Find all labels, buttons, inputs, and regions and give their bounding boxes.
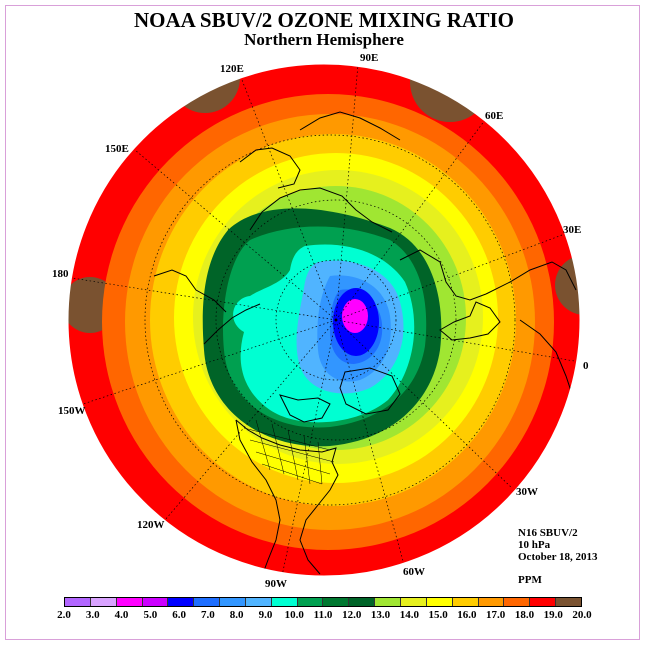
coastline-siberia: [249, 187, 393, 233]
colorbar-tick-label: 15.0: [428, 609, 448, 621]
colorbar-tick-label: 8.0: [229, 609, 244, 621]
lon-label-120e: 120E: [220, 63, 244, 75]
coastline-central-asia: [299, 111, 401, 141]
lon-label-90e: 90E: [360, 52, 379, 64]
colorbar-cell: [400, 598, 427, 606]
coastline-hudson-bay: [279, 394, 331, 423]
colorbar-tick-label: 5.0: [143, 609, 158, 621]
coastline-scandinavia: [399, 249, 487, 301]
ozone-minimum-magenta: [342, 299, 368, 333]
meridian-30e: [335, 234, 563, 321]
colorbar-tick-label: 12.0: [342, 609, 362, 621]
coastline-alaska: [203, 303, 261, 345]
instrument-label: N16 SBUV/2: [518, 527, 578, 539]
coastline-north-america-east: [235, 419, 339, 575]
colorbar-ticks: 2.0 3.0 4.0 5.0 6.0 7.0 8.0 9.0 10.0 11.0 12.0 13.0…: [57, 609, 592, 623]
coastline-africa: [519, 319, 575, 401]
coastline-greenland: [339, 367, 401, 415]
lon-label-150e: 150E: [105, 143, 129, 155]
lon-label-0: 0: [583, 360, 589, 372]
colorbar-cell: [349, 598, 376, 606]
colorbar-tick-label: 17.0: [486, 609, 506, 621]
colorbar-cell: [556, 598, 581, 606]
colorbar-cell: [168, 598, 195, 606]
colorbar-tick-label: 13.0: [370, 609, 391, 621]
colorbar-cell: [478, 598, 505, 606]
colorbar-cell: [271, 598, 298, 606]
colorbar-cell: [530, 598, 557, 606]
latitude-circle-inner: [275, 259, 397, 381]
units-label: PPM: [518, 574, 542, 586]
latitude-circle-outer: [144, 134, 516, 506]
coastline-kamchatka: [239, 147, 301, 189]
colorbar-tick-label: 2.0: [57, 609, 71, 621]
patch-brown-0: [555, 255, 580, 315]
colorbar-tick-label: 14.0: [399, 609, 419, 621]
colorbar-cell: [323, 598, 350, 606]
colorbar: [64, 597, 582, 607]
colorbar-tick-label: 10.0: [284, 609, 304, 621]
coastline-north-america-west: [235, 419, 281, 576]
lon-label-90w: 90W: [265, 578, 287, 590]
lon-label-60w: 60W: [403, 566, 425, 578]
colorbar-cell: [116, 598, 143, 606]
colorbar-tick-label: 11.0: [313, 609, 333, 621]
meridian-60e: [335, 119, 486, 321]
lon-label-180: 180: [52, 268, 69, 280]
map-title: NOAA SBUV/2 OZONE MIXING RATIO: [134, 8, 514, 32]
meridian-60w: [335, 319, 406, 569]
colorbar-tick-label: 9.0: [258, 609, 273, 621]
border-lines-longitude: [255, 419, 323, 485]
patch-brown-120e: [170, 64, 240, 113]
colorbar-cell: [297, 598, 324, 606]
colorbar-cell: [452, 598, 479, 606]
globe-edge: [67, 63, 581, 577]
colorbar-cell: [194, 598, 221, 606]
meridian-120e: [241, 79, 337, 321]
lon-label-30e: 30E: [563, 224, 582, 236]
colorbar-cell: [375, 598, 401, 606]
meridian-0: [335, 319, 580, 363]
colorbar-cell: [65, 598, 91, 606]
map-subtitle: Northern Hemisphere: [244, 30, 404, 49]
lon-label-120w: 120W: [137, 519, 165, 531]
patch-brown-60e: [410, 64, 490, 122]
lon-label-60e: 60E: [485, 110, 504, 122]
colorbar-tick-label: 6.0: [172, 609, 186, 621]
colorbar-cell: [426, 598, 453, 606]
meridian-150w: [79, 319, 337, 406]
latitude-circle-middle: [215, 199, 457, 441]
colorbar-cell: [245, 598, 272, 606]
state-borders: [243, 419, 335, 485]
colorbar-cell: [220, 598, 246, 606]
colorbar-tick-label: 19.0: [543, 609, 563, 621]
pressure-label: 10 hPa: [518, 539, 551, 551]
colorbar-tick-label: 3.0: [85, 609, 100, 621]
coastline-europe: [485, 261, 577, 295]
meridian-30w: [335, 319, 513, 489]
meridian-180: [71, 277, 337, 321]
colorbar-cell: [504, 598, 531, 606]
lon-label-150w: 150W: [58, 405, 86, 417]
colorbar-cell: [142, 598, 169, 606]
coastline-alaska-west: [153, 269, 227, 313]
graticule: [71, 64, 580, 576]
figure-frame: [5, 5, 640, 640]
meridian-90e: [335, 64, 359, 321]
colorbar-tick-label: 18.0: [514, 609, 535, 621]
colorbar-tick-label: 4.0: [114, 609, 129, 621]
colorbar-cell: [90, 598, 117, 606]
colorbar-tick-label: 7.0: [201, 609, 215, 621]
lon-label-30w: 30W: [516, 486, 538, 498]
colorbar-tick-label: 20.0: [572, 609, 592, 621]
date-label: October 18, 2013: [518, 551, 598, 563]
colorbar-tick-label: 16.0: [457, 609, 477, 621]
coastlines: [153, 111, 577, 576]
ozone-field: [68, 64, 580, 576]
coastline-british-isles: [439, 301, 501, 341]
